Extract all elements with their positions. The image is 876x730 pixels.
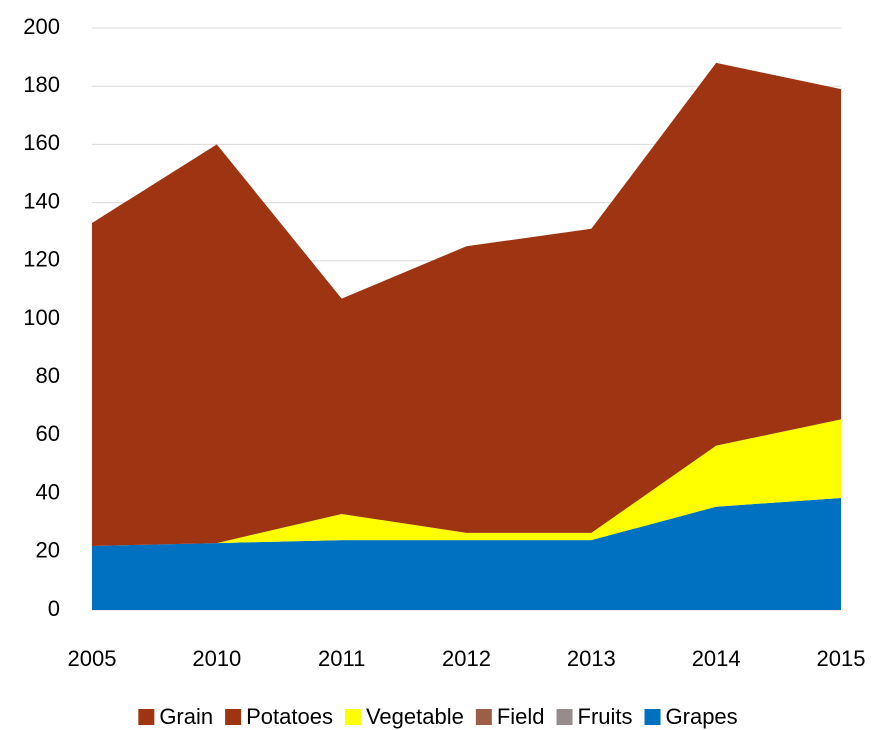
x-tick-label: 2011 — [318, 646, 365, 671]
legend-swatch — [475, 709, 492, 725]
legend-swatch — [556, 709, 573, 725]
y-tick-label: 140 — [23, 188, 60, 213]
y-tick-label: 100 — [23, 305, 60, 330]
y-tick-label: 20 — [36, 538, 60, 563]
y-tick-label: 180 — [23, 72, 60, 97]
area — [92, 419, 841, 546]
legend-label: Fruits — [578, 704, 633, 729]
legend-label: Field — [497, 704, 545, 729]
y-tick-label: 60 — [36, 421, 60, 446]
y-tick-label: 80 — [36, 363, 60, 388]
legend-label: Vegetable — [366, 704, 464, 729]
y-tick-label: 40 — [36, 479, 60, 504]
legend-swatch — [644, 709, 661, 725]
legend-swatch — [138, 709, 155, 725]
y-tick-label: 120 — [23, 247, 60, 272]
area — [92, 497, 841, 610]
x-tick-label: 2012 — [442, 646, 491, 671]
x-tick-label: 2010 — [192, 646, 241, 671]
legend-label: Grapes — [666, 704, 738, 729]
legend-swatch — [225, 709, 242, 725]
x-tick-label: 2013 — [567, 646, 616, 671]
legend: Grain Potatoes Vegetable Field Fruits Grapes — [138, 704, 738, 729]
legend-label: Grain — [159, 704, 213, 729]
y-tick-label: 160 — [23, 130, 60, 155]
x-tick-label: 2015 — [817, 646, 866, 671]
y-tick-label: 200 — [23, 14, 60, 39]
area — [92, 62, 841, 546]
x-tick-label: 2014 — [692, 646, 741, 671]
legend-swatch — [344, 709, 361, 725]
legend-label: Potatoes — [246, 704, 333, 729]
y-tick-label: 0 — [48, 596, 60, 621]
x-tick-label: 2005 — [68, 646, 117, 671]
